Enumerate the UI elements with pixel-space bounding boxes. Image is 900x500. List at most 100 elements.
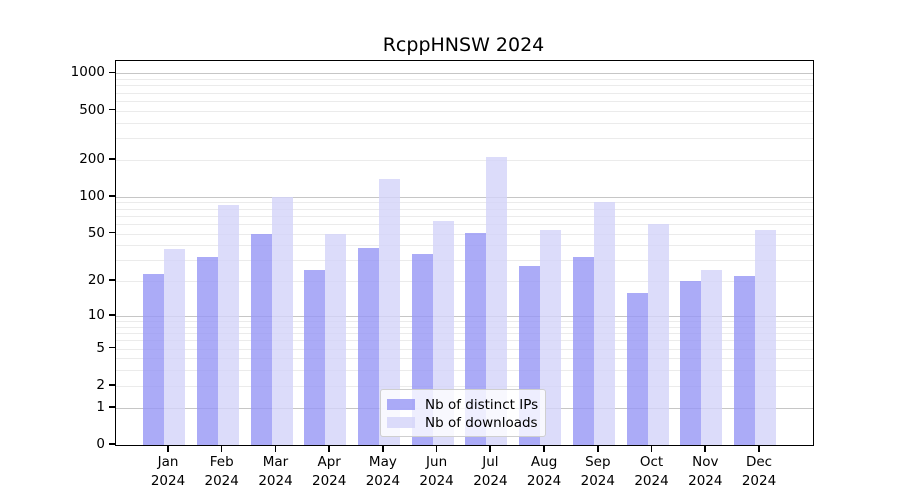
y-tick-label: 10 — [87, 307, 105, 323]
major-gridline — [116, 73, 813, 75]
y-tick-label: 1 — [96, 398, 105, 415]
bar-downloads-mar — [271, 196, 293, 445]
legend-label-distinct-ips: Nb of distinct IPs — [425, 396, 539, 413]
legend-swatch-distinct-ips — [387, 399, 415, 410]
bar-ips-jan — [143, 274, 164, 445]
minor-gridline — [116, 340, 813, 342]
y-tick-label: 200 — [79, 150, 105, 167]
minor-gridline — [116, 100, 813, 102]
y-tick-label: 0 — [96, 436, 105, 452]
x-tick-year: 2024 — [473, 473, 508, 489]
x-tick-year: 2024 — [634, 473, 669, 489]
bar-ips-oct — [626, 292, 648, 445]
bar-downloads-dec — [755, 229, 776, 445]
minor-gridline — [116, 122, 813, 124]
y-tick-mark — [109, 231, 115, 234]
y-tick-mark — [109, 346, 115, 349]
bar-ips-mar — [250, 233, 272, 445]
x-tick-year: 2024 — [258, 473, 293, 489]
x-tick-mark — [381, 446, 384, 452]
minor-gridline — [116, 333, 813, 335]
y-tick-mark — [109, 314, 115, 316]
y-tick-mark — [109, 71, 115, 74]
minor-gridline — [116, 215, 813, 217]
legend-item-downloads: Nb of downloads — [387, 414, 538, 431]
legend-swatch-downloads — [387, 417, 415, 428]
x-tick-label: Mar 2024 — [244, 453, 308, 491]
minor-gridline — [116, 233, 813, 235]
y-tick-label: 50 — [87, 224, 105, 241]
x-tick-year: 2024 — [150, 473, 186, 489]
minor-gridline — [116, 348, 813, 350]
x-tick-label: Aug 2024 — [512, 453, 576, 491]
x-tick-mark — [167, 446, 169, 452]
y-tick-mark — [109, 279, 115, 282]
x-tick-year: 2024 — [741, 473, 777, 489]
x-tick-mark — [758, 446, 760, 452]
minor-gridline — [116, 245, 813, 247]
x-tick-year: 2024 — [526, 473, 562, 489]
y-tick-label: 1000 — [70, 64, 105, 81]
x-tick-mark — [489, 446, 492, 452]
bar-ips-may — [357, 248, 379, 445]
y-tick-label: 100 — [79, 187, 105, 204]
x-tick-year: 2024 — [365, 473, 401, 489]
x-tick-year: 2024 — [419, 473, 454, 489]
bar-ips-nov — [680, 281, 702, 445]
minor-gridline — [116, 92, 813, 94]
y-tick-label: 5 — [96, 339, 105, 356]
y-tick-mark — [109, 384, 115, 386]
minor-gridline — [116, 79, 813, 81]
x-tick-year: 2024 — [688, 473, 723, 489]
bar-downloads-sep — [593, 202, 615, 445]
minor-gridline — [116, 321, 813, 323]
x-tick-label: Feb 2024 — [190, 453, 254, 491]
minor-gridline — [116, 326, 813, 328]
x-tick-label: Sep 2024 — [566, 453, 630, 491]
x-tick-year: 2024 — [204, 473, 239, 489]
legend: Nb of distinct IPs Nb of downloads — [380, 389, 546, 437]
y-tick-label: 2 — [96, 376, 105, 393]
x-tick-label: Nov 2024 — [673, 453, 737, 491]
x-tick-label: Apr 2024 — [297, 453, 361, 491]
minor-gridline — [116, 85, 813, 87]
x-tick-label: Dec 2024 — [727, 453, 791, 491]
bar-ips-feb — [196, 256, 218, 445]
minor-gridline — [116, 159, 813, 161]
bar-downloads-oct — [647, 223, 669, 445]
bar-downloads-jan — [164, 249, 185, 445]
y-tick-mark — [109, 108, 115, 111]
x-tick-mark — [435, 446, 438, 452]
x-tick-label: Jun 2024 — [405, 453, 469, 491]
minor-gridline — [116, 260, 813, 262]
x-tick-mark — [274, 446, 277, 452]
minor-gridline — [116, 370, 813, 372]
x-tick-mark — [543, 446, 545, 452]
bar-downloads-feb — [217, 205, 239, 445]
minor-gridline — [116, 138, 813, 139]
y-tick-label: 500 — [79, 101, 105, 118]
x-tick-label: Oct 2024 — [620, 453, 684, 491]
legend-label-downloads: Nb of downloads — [425, 414, 538, 431]
major-gridline — [116, 316, 813, 317]
bar-downloads-apr — [325, 233, 347, 445]
y-tick-mark — [109, 405, 115, 408]
minor-gridline — [116, 202, 813, 204]
minor-gridline — [116, 281, 813, 283]
bar-downloads-nov — [701, 269, 723, 445]
y-tick-mark — [109, 443, 115, 445]
minor-gridline — [116, 110, 813, 112]
y-tick-mark — [109, 157, 115, 160]
minor-gridline — [116, 385, 813, 387]
legend-item-distinct-ips: Nb of distinct IPs — [387, 396, 539, 413]
y-tick-label: 20 — [87, 272, 105, 289]
x-tick-mark — [220, 446, 223, 452]
chart-title: RcppHNSW 2024 — [382, 34, 545, 56]
x-tick-mark — [704, 446, 707, 452]
x-tick-mark — [596, 446, 599, 452]
x-tick-mark — [328, 446, 330, 452]
minor-gridline — [116, 223, 813, 225]
major-gridline — [116, 196, 813, 198]
x-tick-year: 2024 — [312, 473, 347, 489]
